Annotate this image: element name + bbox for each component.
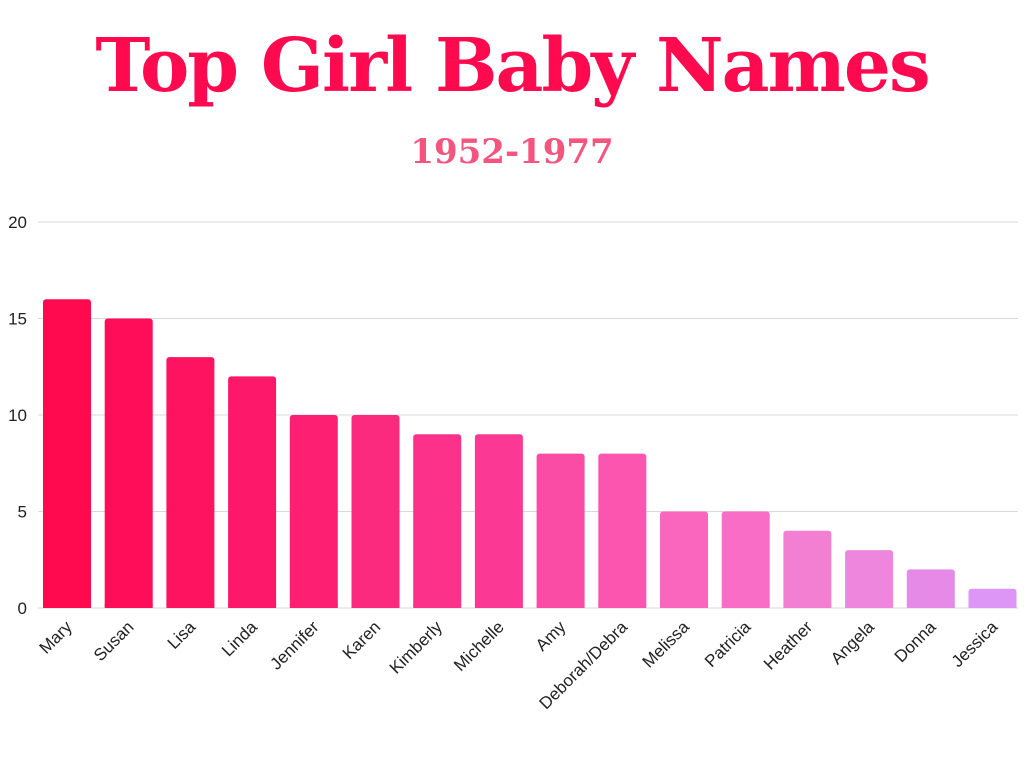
- x-category-label: Michelle: [450, 617, 508, 675]
- bar-base: [536, 604, 585, 608]
- x-category-label: Mary: [36, 617, 77, 658]
- bar-jessica: [968, 588, 1017, 608]
- y-tick-label: 0: [18, 599, 27, 618]
- bar-amy: [536, 453, 585, 608]
- x-category-label: Melissa: [639, 617, 694, 672]
- chart-title: Top Girl Baby Names: [95, 23, 930, 109]
- bar-mary: [43, 299, 91, 608]
- x-category-label: Susan: [90, 617, 138, 665]
- bar-angela: [845, 550, 894, 608]
- x-category-label: Lisa: [164, 617, 200, 653]
- x-category-label: Patricia: [701, 617, 755, 671]
- bar-base: [413, 604, 462, 608]
- x-category-label: Jennifer: [266, 617, 322, 673]
- bar-base: [968, 604, 1017, 608]
- y-tick-label: 10: [8, 406, 27, 425]
- x-category-label: Angela: [827, 617, 878, 668]
- y-tick-label: 20: [8, 213, 27, 232]
- chart-subtitle: 1952-1977: [410, 132, 614, 172]
- bar-base: [104, 604, 153, 608]
- bar-base: [166, 604, 215, 608]
- bar-base: [43, 604, 91, 608]
- bar-base: [783, 604, 832, 608]
- bar-layer: [43, 299, 1017, 608]
- x-category-label: Jessica: [948, 617, 1002, 671]
- x-category-label: Linda: [218, 617, 261, 660]
- bar-base: [351, 604, 400, 608]
- x-category-label: Amy: [532, 617, 570, 655]
- bar-susan: [104, 318, 153, 608]
- bar-melissa: [660, 511, 708, 608]
- bar-donna: [906, 569, 955, 608]
- bar-patricia: [721, 511, 770, 608]
- x-category-label: Heather: [760, 617, 816, 673]
- bar-michelle: [474, 434, 523, 608]
- bar-base: [660, 604, 708, 608]
- x-category-label: Kimberly: [386, 617, 447, 678]
- bar-base: [474, 604, 523, 608]
- y-tick-label: 15: [8, 310, 27, 329]
- x-category-label: Donna: [891, 617, 940, 666]
- bar-base: [289, 604, 338, 608]
- bar-heather: [783, 530, 832, 608]
- bar-base: [598, 604, 647, 608]
- bar-deborah-debra: [598, 453, 647, 608]
- bar-base: [906, 604, 955, 608]
- bar-lisa: [166, 357, 215, 608]
- bar-base: [228, 604, 277, 608]
- bar-linda: [228, 376, 277, 608]
- bar-kimberly: [413, 434, 462, 608]
- bar-karen: [351, 415, 400, 608]
- bar-jennifer: [289, 415, 338, 608]
- y-tick-label: 5: [18, 503, 27, 522]
- bar-base: [721, 604, 770, 608]
- bar-base: [845, 604, 894, 608]
- x-category-label: Karen: [339, 617, 385, 663]
